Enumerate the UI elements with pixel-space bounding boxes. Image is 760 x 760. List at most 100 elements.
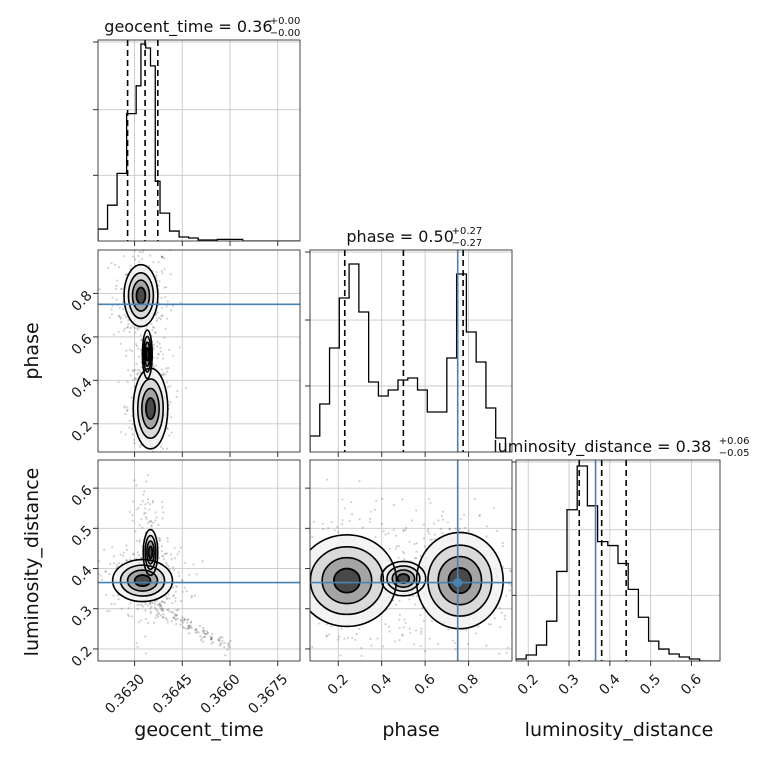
- scatter-point: [306, 627, 308, 629]
- scatter-point: [189, 620, 193, 623]
- scatter-point: [420, 630, 423, 633]
- scatter-point: [226, 648, 229, 651]
- scatter-point: [196, 630, 199, 633]
- x-tick-label: 0.3630: [102, 671, 148, 717]
- scatter-point: [160, 306, 164, 309]
- scatter-point: [179, 546, 182, 549]
- scatter-point: [161, 272, 164, 275]
- scatter-point: [153, 606, 156, 609]
- contour-line: [131, 279, 151, 312]
- scatter-point: [415, 594, 419, 598]
- scatter-point: [170, 620, 173, 623]
- y-tick-label: 0.5: [69, 523, 96, 550]
- scatter-point: [200, 636, 204, 640]
- scatter-point: [172, 616, 175, 619]
- scatter-point: [104, 570, 107, 573]
- scatter-point: [195, 573, 198, 576]
- scatter-point: [465, 628, 468, 632]
- contour-line: [144, 534, 157, 571]
- scatter-point: [131, 325, 134, 328]
- scatter-point: [158, 537, 161, 540]
- scatter-point: [181, 590, 184, 593]
- title-phase: phase = 0.50+0.27−0.27: [346, 226, 482, 249]
- scatter-point: [115, 284, 118, 287]
- contour-line: [141, 329, 154, 380]
- scatter-point: [398, 638, 401, 642]
- panel-background: [310, 250, 512, 452]
- scatter-point: [139, 333, 142, 337]
- scatter-point: [150, 322, 153, 325]
- scatter-point: [175, 395, 178, 398]
- scatter-point: [155, 613, 158, 616]
- scatter-point: [441, 671, 443, 673]
- scatter-point: [156, 615, 160, 618]
- scatter-point: [358, 518, 361, 521]
- scatter-point: [341, 519, 344, 522]
- scatter-point: [436, 642, 440, 646]
- scatter-point: [116, 279, 119, 282]
- scatter-point: [124, 273, 127, 276]
- scatter-point: [495, 529, 499, 533]
- scatter-point: [141, 251, 144, 254]
- scatter-point: [508, 589, 511, 592]
- scatter-point: [304, 576, 306, 578]
- scatter-point: [303, 566, 305, 568]
- scatter-point: [198, 624, 201, 628]
- scatter-point: [181, 621, 185, 624]
- scatter-point: [186, 618, 189, 621]
- scatter-point: [146, 521, 150, 524]
- scatter-point: [161, 500, 164, 504]
- scatter-point: [348, 519, 351, 523]
- scatter-point: [153, 326, 156, 329]
- scatter-point: [173, 568, 176, 572]
- scatter-point: [163, 336, 166, 339]
- title-sup: +0.06: [719, 436, 750, 447]
- scatter-point: [139, 348, 142, 352]
- scatter-point: [152, 343, 156, 346]
- scatter-point: [138, 539, 141, 542]
- scatter-point: [121, 554, 125, 557]
- x-tick-label: 0.3660: [198, 671, 244, 717]
- scatter-point: [154, 511, 157, 514]
- scatter-point: [166, 427, 169, 430]
- contour-line: [147, 545, 154, 560]
- scatter-point: [183, 561, 187, 564]
- scatter-point: [493, 617, 496, 620]
- scatter-point: [394, 534, 398, 537]
- scatter-point: [330, 625, 333, 628]
- scatter-point: [402, 530, 405, 533]
- scatter-point: [454, 527, 457, 530]
- scatter-point: [395, 545, 398, 548]
- scatter-point: [128, 510, 132, 514]
- scatter-point: [387, 625, 391, 628]
- scatter-point: [325, 634, 328, 637]
- scatter-point: [146, 621, 150, 624]
- scatter-point: [420, 627, 423, 630]
- scatter-point: [467, 642, 470, 646]
- scatter-point: [160, 314, 163, 317]
- scatter-point: [413, 557, 417, 560]
- truth-point: [453, 578, 463, 588]
- scatter-point: [135, 508, 138, 511]
- scatter-point: [375, 499, 378, 503]
- scatter-point: [422, 537, 425, 540]
- title-sub: −0.00: [270, 28, 301, 39]
- scatter-point: [131, 350, 134, 353]
- scatter-point: [206, 630, 209, 633]
- scatter-point: [170, 431, 173, 434]
- contour-line: [142, 528, 159, 577]
- scatter-point: [161, 609, 164, 612]
- scatter-point: [163, 257, 166, 260]
- scatter-point: [358, 479, 361, 483]
- scatter-point: [217, 638, 220, 641]
- contour-line: [123, 263, 159, 328]
- scatter-point: [433, 522, 436, 525]
- panel-background: [98, 460, 300, 661]
- scatter-point: [132, 378, 135, 382]
- scatter-point: [139, 503, 142, 506]
- scatter-point: [154, 453, 156, 455]
- scatter-point: [125, 409, 129, 412]
- scatter-point: [119, 430, 122, 434]
- scatter-point: [178, 550, 181, 553]
- scatter-point: [382, 530, 385, 533]
